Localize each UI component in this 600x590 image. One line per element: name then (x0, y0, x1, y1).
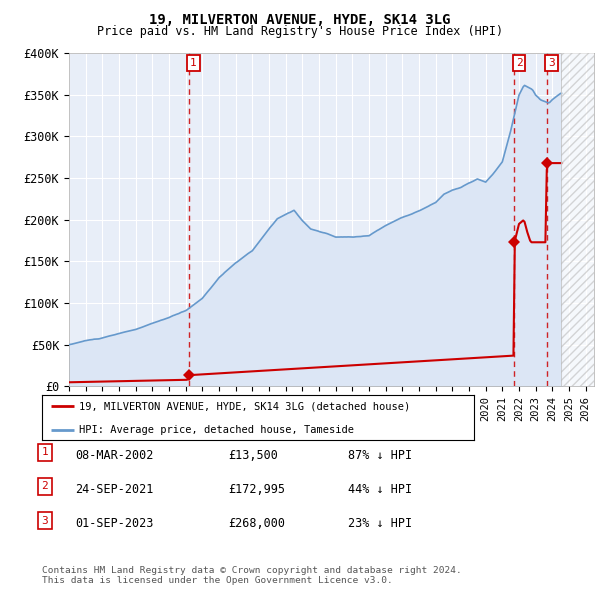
Text: 24-SEP-2021: 24-SEP-2021 (75, 483, 154, 496)
Text: 2: 2 (41, 481, 49, 491)
Text: Price paid vs. HM Land Registry's House Price Index (HPI): Price paid vs. HM Land Registry's House … (97, 25, 503, 38)
Text: 1: 1 (190, 58, 197, 68)
Text: 44% ↓ HPI: 44% ↓ HPI (348, 483, 412, 496)
Text: 19, MILVERTON AVENUE, HYDE, SK14 3LG: 19, MILVERTON AVENUE, HYDE, SK14 3LG (149, 13, 451, 27)
Text: 2: 2 (516, 58, 523, 68)
Text: 3: 3 (548, 58, 555, 68)
Text: 3: 3 (41, 516, 49, 526)
Text: £172,995: £172,995 (228, 483, 285, 496)
Text: 87% ↓ HPI: 87% ↓ HPI (348, 449, 412, 462)
Text: 23% ↓ HPI: 23% ↓ HPI (348, 517, 412, 530)
Text: 19, MILVERTON AVENUE, HYDE, SK14 3LG (detached house): 19, MILVERTON AVENUE, HYDE, SK14 3LG (de… (79, 401, 410, 411)
Text: 01-SEP-2023: 01-SEP-2023 (75, 517, 154, 530)
Text: HPI: Average price, detached house, Tameside: HPI: Average price, detached house, Tame… (79, 425, 354, 435)
Text: 1: 1 (41, 447, 49, 457)
Text: 08-MAR-2002: 08-MAR-2002 (75, 449, 154, 462)
Text: £13,500: £13,500 (228, 449, 278, 462)
Text: £268,000: £268,000 (228, 517, 285, 530)
Text: Contains HM Land Registry data © Crown copyright and database right 2024.
This d: Contains HM Land Registry data © Crown c… (42, 566, 462, 585)
Bar (560, 53, 594, 386)
